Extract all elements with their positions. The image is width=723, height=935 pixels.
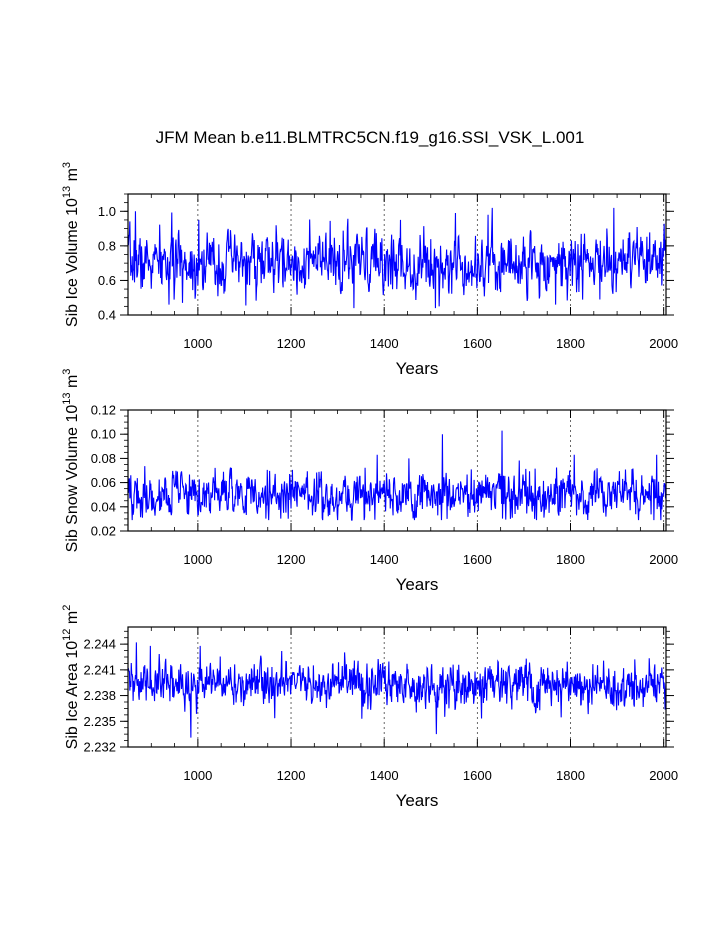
y-axis-label: Sib Snow Volume 1013 m3 bbox=[61, 369, 81, 553]
y-tick-label: 0.4 bbox=[98, 308, 116, 323]
y-label-text: Sib Ice Area 10 bbox=[64, 641, 81, 750]
y-label-exp: 13 bbox=[61, 393, 73, 405]
y-axis-label: Sib Ice Area 1012 m2 bbox=[61, 605, 81, 750]
x-tick-label: 1600 bbox=[463, 552, 492, 567]
x-tick-label: 2000 bbox=[649, 336, 678, 351]
y-tick-label: 0.02 bbox=[91, 524, 116, 539]
y-label-unit: m bbox=[64, 611, 81, 629]
y-tick-label: 0.8 bbox=[98, 238, 116, 253]
chart-panel-2: 1000 1200 1400 1600 1800 2000 0.02 0.04 0.06 0.08… bbox=[61, 369, 678, 594]
y-tick-label: 2.238 bbox=[83, 688, 116, 703]
y-tick-label: 0.06 bbox=[91, 475, 116, 490]
y-tick-label: 0.10 bbox=[91, 427, 116, 442]
x-tick-label: 1400 bbox=[370, 768, 399, 783]
y-label-text: Sib Snow Volume 10 bbox=[64, 405, 81, 553]
x-tick-label: 1600 bbox=[463, 768, 492, 783]
x-tick-label: 1000 bbox=[183, 552, 212, 567]
x-tick-label: 1400 bbox=[370, 552, 399, 567]
x-tick-label: 1000 bbox=[183, 336, 212, 351]
plot-frame bbox=[127, 409, 667, 532]
x-tick-label: 2000 bbox=[649, 768, 678, 783]
x-tick-label: 1200 bbox=[277, 336, 306, 351]
data-series-line bbox=[127, 642, 667, 738]
chart-panel-1: 1000 1200 1400 1600 1800 2000 0.4 0.6 0.8 1.0 Year… bbox=[61, 162, 678, 378]
y-label-unit-exp: 3 bbox=[61, 369, 73, 375]
x-tick-label: 1000 bbox=[183, 768, 212, 783]
y-label-unit-exp: 2 bbox=[61, 605, 73, 611]
y-tick-label: 0.04 bbox=[91, 499, 116, 514]
y-tick-label: 2.235 bbox=[83, 714, 116, 729]
y-label-text: Sib Ice Volume 10 bbox=[64, 198, 81, 327]
x-tick-label: 1800 bbox=[556, 552, 585, 567]
x-tick-label: 1600 bbox=[463, 336, 492, 351]
x-tick-label: 1400 bbox=[370, 336, 399, 351]
y-tick-label: 2.244 bbox=[83, 637, 116, 652]
x-axis-label: Years bbox=[396, 791, 439, 810]
x-tick-label: 1800 bbox=[556, 336, 585, 351]
y-tick-label: 0.6 bbox=[98, 273, 116, 288]
y-label-unit-exp: 3 bbox=[61, 162, 73, 168]
y-tick-label: 0.12 bbox=[91, 403, 116, 418]
y-label-unit: m bbox=[64, 168, 81, 186]
panels: 1000 1200 1400 1600 1800 2000 0.4 0.6 0.8 1.0 Year… bbox=[61, 162, 678, 810]
y-tick-label: 2.241 bbox=[83, 662, 116, 677]
figure-title: JFM Mean b.e11.BLMTRC5CN.f19_g16.SSI_VSK… bbox=[156, 128, 585, 147]
plot-frame bbox=[127, 626, 667, 748]
data-series-line bbox=[127, 430, 667, 521]
x-tick-label: 1200 bbox=[277, 552, 306, 567]
data-series-line bbox=[127, 207, 667, 309]
x-axis-label: Years bbox=[396, 359, 439, 378]
x-tick-label: 1800 bbox=[556, 768, 585, 783]
y-label-exp: 12 bbox=[61, 629, 73, 641]
chart-panel-3: 1000 1200 1400 1600 1800 2000 2.232 2.235 2.238 2… bbox=[61, 605, 678, 810]
x-tick-label: 2000 bbox=[649, 552, 678, 567]
y-axis-label: Sib Ice Volume 1013 m3 bbox=[61, 162, 81, 327]
y-tick-label: 0.08 bbox=[91, 451, 116, 466]
y-tick-label: 1.0 bbox=[98, 204, 116, 219]
y-tick-label: 2.232 bbox=[83, 740, 116, 755]
y-label-exp: 13 bbox=[61, 186, 73, 198]
x-axis-label: Years bbox=[396, 575, 439, 594]
y-label-unit: m bbox=[64, 375, 81, 393]
x-tick-label: 1200 bbox=[277, 768, 306, 783]
